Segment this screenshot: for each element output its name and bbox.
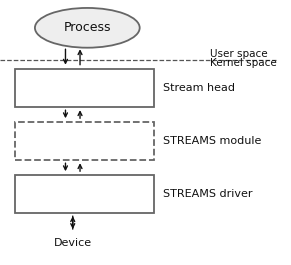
- Text: User space: User space: [210, 49, 267, 59]
- Text: Process: Process: [63, 21, 111, 34]
- Text: STREAMS driver: STREAMS driver: [163, 189, 253, 199]
- Text: Kernel space: Kernel space: [210, 58, 276, 68]
- Bar: [15, 122, 154, 160]
- Ellipse shape: [35, 8, 140, 48]
- Text: STREAMS module: STREAMS module: [163, 136, 261, 146]
- Text: Stream head: Stream head: [163, 83, 235, 93]
- Text: Device: Device: [54, 238, 92, 248]
- Bar: [15, 175, 154, 213]
- Bar: [15, 69, 154, 107]
